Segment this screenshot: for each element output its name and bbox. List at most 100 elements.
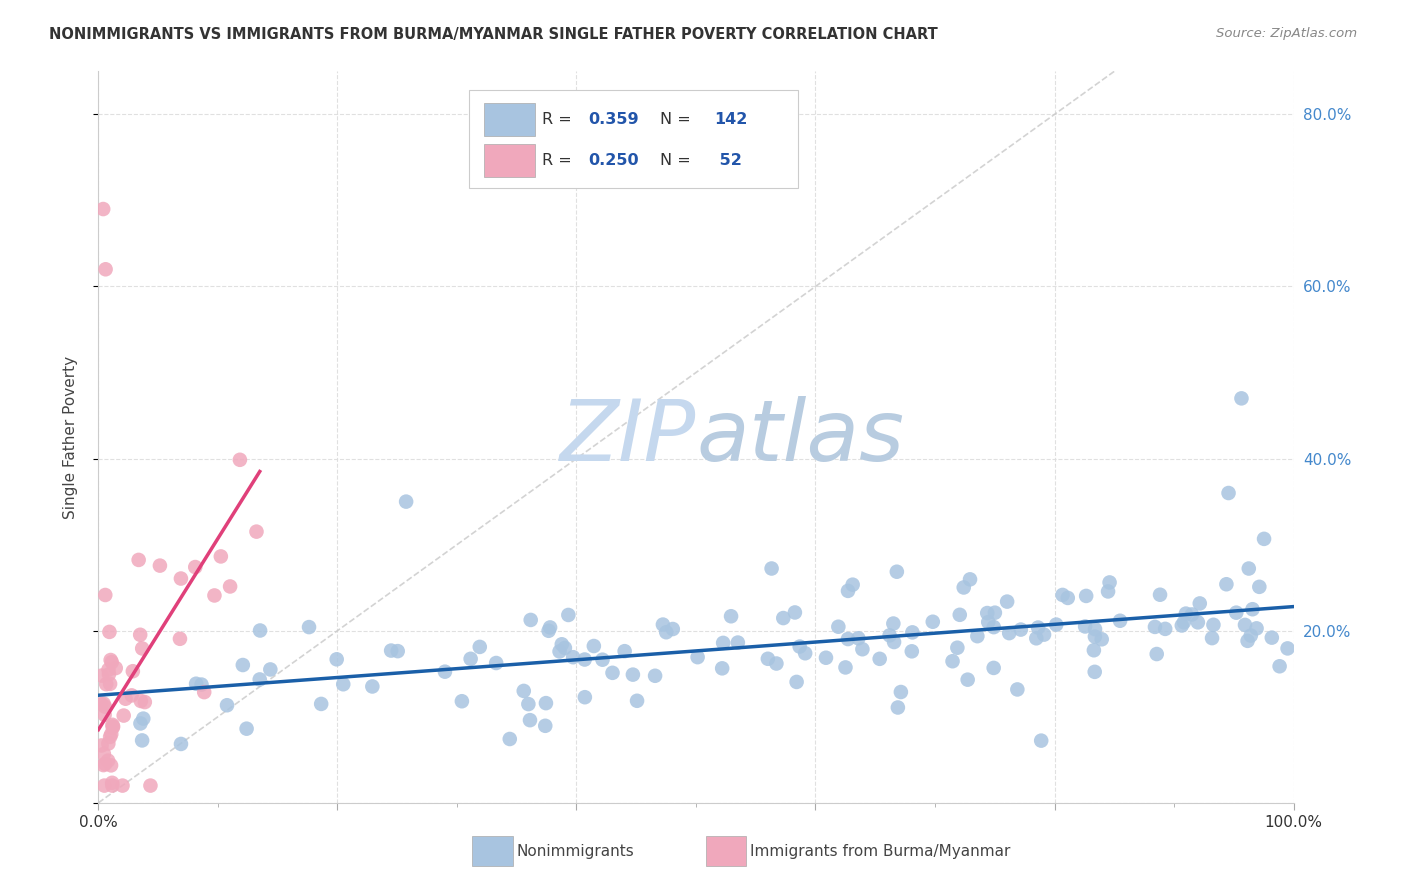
Point	[499, 731, 522, 746]
Point	[789, 640, 811, 654]
Point	[720, 609, 742, 624]
Point	[921, 615, 943, 629]
Point	[1173, 615, 1195, 630]
Point	[1277, 641, 1299, 656]
Point	[229, 452, 252, 467]
Point	[1154, 622, 1177, 636]
Point	[1171, 618, 1194, 632]
Point	[112, 708, 135, 723]
Point	[94, 756, 117, 771]
Point	[783, 606, 806, 620]
Point	[1268, 659, 1291, 673]
Point	[433, 665, 456, 679]
Point	[1149, 588, 1171, 602]
Point	[901, 644, 924, 658]
Point	[1091, 632, 1114, 647]
Point	[1033, 627, 1056, 641]
Point	[574, 690, 596, 705]
Point	[592, 653, 614, 667]
Point	[111, 779, 134, 793]
Point	[1240, 629, 1263, 643]
Point	[644, 669, 666, 683]
Point	[132, 712, 155, 726]
Point	[984, 606, 1007, 620]
Point	[983, 661, 1005, 675]
Point	[998, 626, 1021, 640]
Point	[101, 655, 124, 669]
Point	[1202, 617, 1225, 632]
Point	[966, 629, 988, 643]
Point	[1031, 733, 1053, 747]
Point	[1010, 623, 1032, 637]
Point	[1174, 607, 1197, 621]
Text: R =: R =	[541, 153, 576, 168]
Point	[98, 624, 121, 639]
Point	[883, 635, 905, 649]
Point	[1241, 602, 1264, 616]
Text: 0.359: 0.359	[589, 112, 640, 128]
FancyBboxPatch shape	[470, 90, 797, 188]
Point	[190, 677, 212, 691]
Text: atlas: atlas	[696, 395, 904, 479]
Point	[1084, 622, 1107, 636]
Point	[215, 698, 238, 713]
Point	[1146, 647, 1168, 661]
Point	[686, 650, 709, 665]
Point	[976, 606, 998, 620]
Point	[100, 758, 122, 772]
Point	[786, 674, 808, 689]
Point	[170, 737, 193, 751]
Point	[956, 673, 979, 687]
Point	[602, 665, 624, 680]
Point	[1074, 619, 1097, 633]
Point	[1097, 584, 1119, 599]
Point	[97, 754, 120, 768]
Point	[613, 644, 636, 658]
Point	[1026, 621, 1049, 635]
Point	[1230, 392, 1253, 406]
Point	[101, 718, 124, 732]
Point	[468, 640, 491, 654]
Point	[517, 697, 540, 711]
Point	[101, 720, 124, 734]
Point	[485, 656, 508, 670]
Point	[519, 713, 541, 727]
Point	[169, 632, 191, 646]
Point	[848, 632, 870, 646]
Point	[562, 650, 585, 665]
Point	[131, 733, 153, 747]
Point	[93, 779, 115, 793]
Text: Source: ZipAtlas.com: Source: ZipAtlas.com	[1216, 27, 1357, 40]
Point	[655, 625, 678, 640]
Y-axis label: Single Father Poverty: Single Father Poverty	[63, 356, 77, 518]
Point	[983, 620, 1005, 634]
Point	[621, 667, 644, 681]
Point	[121, 664, 143, 678]
Point	[387, 644, 409, 658]
Point	[662, 622, 685, 636]
Point	[90, 697, 112, 711]
Point	[711, 661, 734, 675]
Point	[134, 695, 156, 709]
Point	[96, 677, 118, 691]
Point	[1084, 630, 1107, 644]
Point	[1218, 486, 1240, 500]
FancyBboxPatch shape	[706, 836, 747, 866]
FancyBboxPatch shape	[485, 144, 534, 178]
Point	[1045, 617, 1067, 632]
Point	[131, 641, 153, 656]
Point	[129, 716, 152, 731]
Point	[93, 758, 115, 772]
Point	[1249, 580, 1271, 594]
Text: N =: N =	[661, 153, 696, 168]
Point	[519, 613, 541, 627]
Point	[325, 652, 347, 666]
Point	[537, 624, 560, 638]
Point	[219, 579, 242, 593]
Point	[946, 640, 969, 655]
Point	[184, 677, 207, 691]
Text: R =: R =	[541, 112, 576, 128]
Point	[93, 747, 115, 761]
Point	[204, 589, 226, 603]
Point	[1084, 665, 1107, 679]
